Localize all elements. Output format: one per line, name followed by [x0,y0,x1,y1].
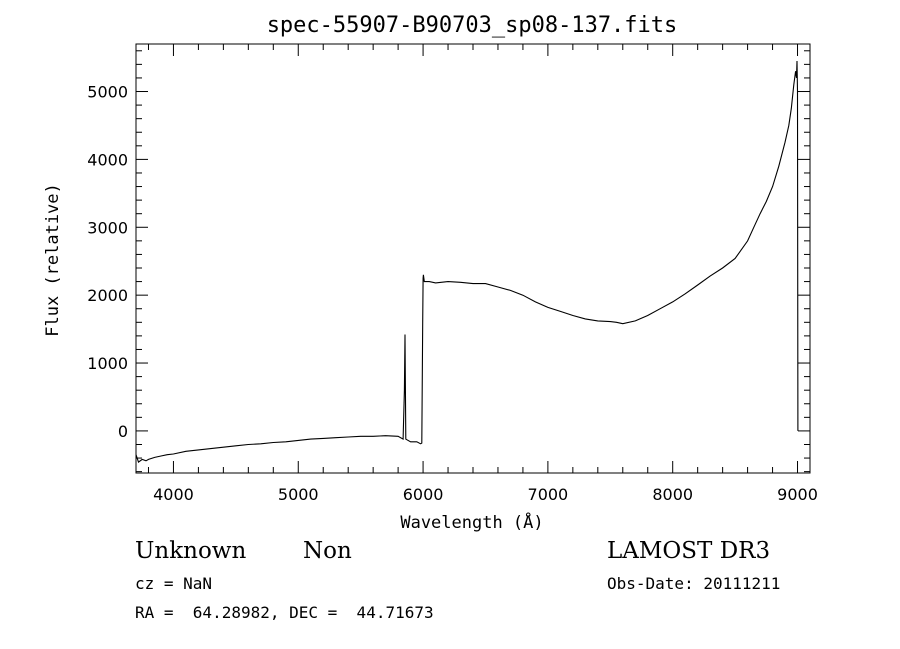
y-tick-label: 2000 [87,286,128,305]
y-tick-label: 0 [118,422,128,441]
x-tick-label: 9000 [777,485,818,504]
redshift-label: cz = NaN [135,574,213,593]
x-tick-label: 4000 [153,485,194,504]
coordinates-label: RA = 64.28982, DEC = 44.71673 [135,603,434,622]
plot-frame [135,43,811,474]
x-tick-label: 6000 [403,485,444,504]
class-label: Unknown [135,538,247,564]
obs-date-label: Obs-Date: 20111211 [607,574,781,593]
spectrum-line [135,60,799,463]
survey-label: LAMOST DR3 [607,538,771,564]
y-tick-label: 3000 [87,218,128,237]
y-axis-label: Flux (relative) [43,183,63,337]
y-tick-label: 1000 [87,354,128,373]
y-tick-label: 4000 [87,150,128,169]
chart-title: spec-55907-B90703_sp08-137.fits [267,13,678,38]
y-tick-label: 5000 [87,83,128,102]
x-tick-label: 7000 [528,485,569,504]
x-tick-label: 5000 [278,485,319,504]
x-axis-label: Wavelength (Å) [400,511,543,533]
subclass-label: Non [303,538,352,564]
x-tick-label: 8000 [652,485,693,504]
